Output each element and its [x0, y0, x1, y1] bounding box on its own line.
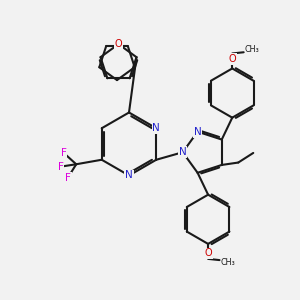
Text: N: N: [194, 127, 202, 137]
Text: O: O: [115, 39, 122, 49]
Text: F: F: [58, 162, 64, 172]
Text: N: N: [152, 123, 160, 133]
Text: F: F: [61, 148, 67, 158]
Text: CH₃: CH₃: [244, 45, 259, 54]
Text: N: N: [179, 147, 187, 157]
Text: F: F: [65, 173, 71, 183]
Text: CH₃: CH₃: [220, 258, 235, 267]
Text: O: O: [228, 54, 236, 64]
Text: O: O: [204, 248, 212, 259]
Text: N: N: [125, 170, 133, 181]
